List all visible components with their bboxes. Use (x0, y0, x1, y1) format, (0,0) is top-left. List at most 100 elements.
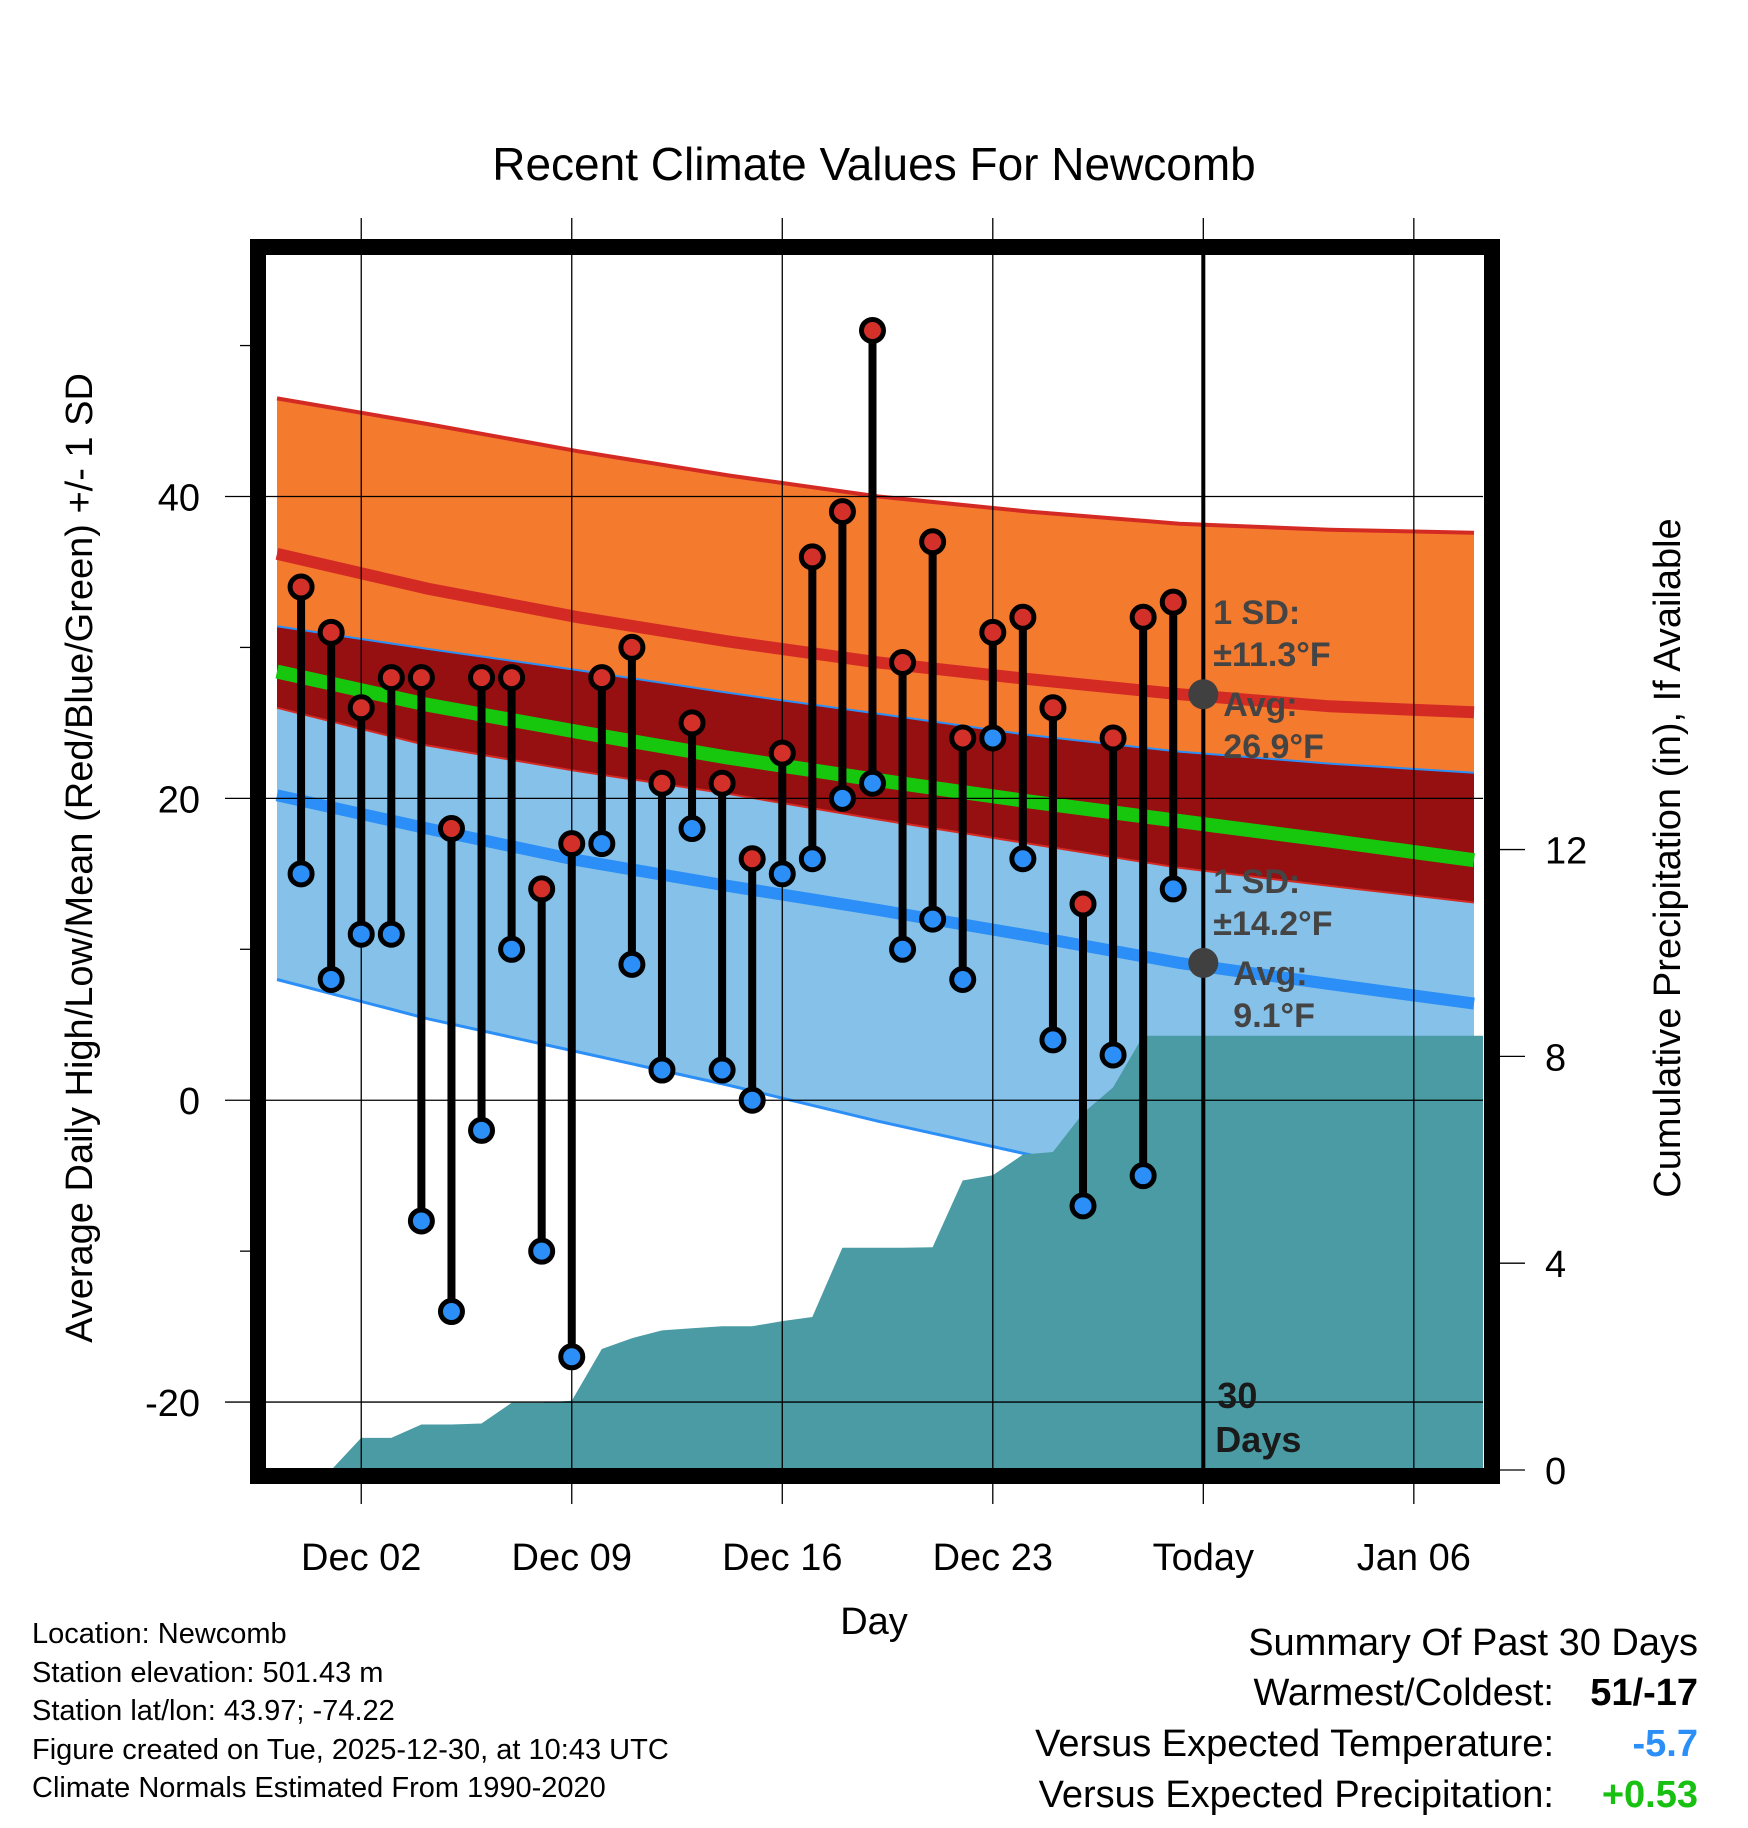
location-text: Location: Newcomb (32, 1618, 287, 1650)
low-temp-point (949, 965, 977, 993)
y2-tick-label: 8 (1545, 1037, 1566, 1079)
y2-tick-label: 4 (1545, 1244, 1566, 1286)
low-temp-point (1129, 1162, 1157, 1190)
warmest-value: 51/-17 (1590, 1672, 1698, 1714)
x-axis-label: Day (840, 1601, 908, 1643)
high-temp-point (1069, 890, 1097, 918)
high-temp-point (648, 769, 676, 797)
high-temp-point (287, 573, 315, 601)
upper-sd-value: ±11.3°F (1213, 636, 1330, 674)
x-tick-label: Jan 06 (1357, 1537, 1471, 1579)
low-temp-point (437, 1298, 465, 1326)
station-info: Location: Newcomb Station elevation: 501… (32, 1615, 669, 1808)
low-temp-point (317, 965, 345, 993)
y-tick-label: -20 (145, 1383, 200, 1425)
high-temp-point (979, 618, 1007, 646)
x-tick-label: Dec 09 (512, 1537, 632, 1579)
temp-value: -5.7 (1632, 1723, 1698, 1765)
warmest-label: Warmest/Coldest: (1253, 1672, 1554, 1714)
y-axis-label: Average Daily High/Low/Mean (Red/Blue/Gr… (59, 373, 101, 1343)
low-temp-point (1009, 845, 1037, 873)
high-temp-point (678, 709, 706, 737)
high-temp-point (828, 498, 856, 526)
chart-title: Recent Climate Values For Newcomb (492, 138, 1256, 190)
x-tick-label: Dec 16 (722, 1537, 842, 1579)
low-temp-point (618, 950, 646, 978)
annotations: 1 SD: ±11.3°F Avg: 26.9°F 1 SD: ±14.2°F Avg: 9.… (1188, 594, 1333, 1460)
low-temp-point (768, 860, 796, 888)
precip-area (301, 1035, 1483, 1470)
lower-sd-label: 1 SD: (1213, 863, 1300, 901)
high-temp-point (889, 649, 917, 677)
high-temp-point (768, 739, 796, 767)
low-temp-point (347, 920, 375, 948)
today-low-normal-dot (1188, 947, 1219, 978)
low-temp-point (979, 724, 1007, 752)
lower-sd-value: ±14.2°F (1213, 905, 1332, 943)
high-temp-point (949, 724, 977, 752)
low-temp-point (738, 1086, 766, 1114)
low-temp-point (798, 845, 826, 873)
low-temp-point (919, 905, 947, 933)
high-temp-point (618, 633, 646, 661)
low-temp-point (648, 1056, 676, 1084)
high-temp-point (919, 528, 947, 556)
high-temp-point (558, 830, 586, 858)
low-temp-point (558, 1343, 586, 1371)
high-temp-point (317, 618, 345, 646)
x-tick-label: Today (1153, 1537, 1254, 1579)
data-marks (287, 316, 1187, 1371)
low-temp-point (858, 769, 886, 797)
summary-panel: Summary Of Past 30 Days Warmest/Coldest:… (1035, 1618, 1698, 1821)
high-minus-sd-line (276, 625, 1475, 774)
window-number: 30 (1217, 1375, 1257, 1416)
high-temp-point (468, 664, 496, 692)
low-temp-point (377, 920, 405, 948)
precip-label: Versus Expected Precipitation: (1038, 1774, 1554, 1816)
low-temp-point (588, 830, 616, 858)
x-tick-label: Dec 02 (301, 1537, 421, 1579)
low-temp-point (1099, 1041, 1127, 1069)
high-temp-point (588, 664, 616, 692)
y2-axis-label: Cumulative Precipitation (in), If Availa… (1647, 518, 1689, 1197)
upper-sd-label: 1 SD: (1213, 594, 1300, 632)
created-text: Figure created on Tue, 2025-12-30, at 10… (32, 1733, 669, 1766)
x-tick-label: Dec 23 (933, 1537, 1053, 1579)
elevation-text: Station elevation: 501.43 m (32, 1656, 384, 1689)
axes: Dec 02 Dec 09 Dec 16 Dec 23 Today Jan 06 -20 0 2… (145, 218, 1587, 1579)
low-temp-point (498, 935, 526, 963)
high-temp-point (347, 694, 375, 722)
summary-row-warmest: Warmest/Coldest: 51/-17 (1035, 1668, 1698, 1719)
low-temp-point (828, 784, 856, 812)
upper-avg-value: 26.9°F (1223, 728, 1324, 766)
normals-text: Climate Normals Estimated From 1990-2020 (32, 1772, 606, 1804)
summary-row-temp: Versus Expected Temperature: -5.7 (1035, 1719, 1698, 1770)
high-temp-point (858, 316, 886, 344)
high-temp-point (437, 815, 465, 843)
low-temp-point (1069, 1192, 1097, 1220)
latlon-text: Station lat/lon: 43.97; -74.22 (32, 1695, 395, 1727)
window-unit: Days (1215, 1419, 1301, 1460)
high-temp-point (1129, 603, 1157, 631)
y-tick-label: 20 (158, 779, 200, 821)
high-normal-line (275, 547, 1475, 719)
y2-tick-label: 12 (1545, 831, 1587, 873)
low-temp-point (708, 1056, 736, 1084)
high-temp-point (1099, 724, 1127, 752)
low-temp-point (468, 1116, 496, 1144)
high-temp-point (498, 664, 526, 692)
y2-tick-label: 0 (1545, 1451, 1566, 1493)
y-tick-label: 0 (179, 1081, 200, 1123)
summary-row-precip: Versus Expected Precipitation: +0.53 (1035, 1770, 1698, 1821)
low-temp-point (1159, 875, 1187, 903)
y-tick-label: 40 (158, 477, 200, 519)
precip-value: +0.53 (1601, 1774, 1698, 1816)
low-temp-point (287, 860, 315, 888)
high-temp-point (528, 875, 556, 903)
today-high-normal-dot (1188, 679, 1219, 710)
low-temp-point (407, 1207, 435, 1235)
low-temp-point (889, 935, 917, 963)
high-temp-point (1009, 603, 1037, 631)
high-temp-point (377, 664, 405, 692)
